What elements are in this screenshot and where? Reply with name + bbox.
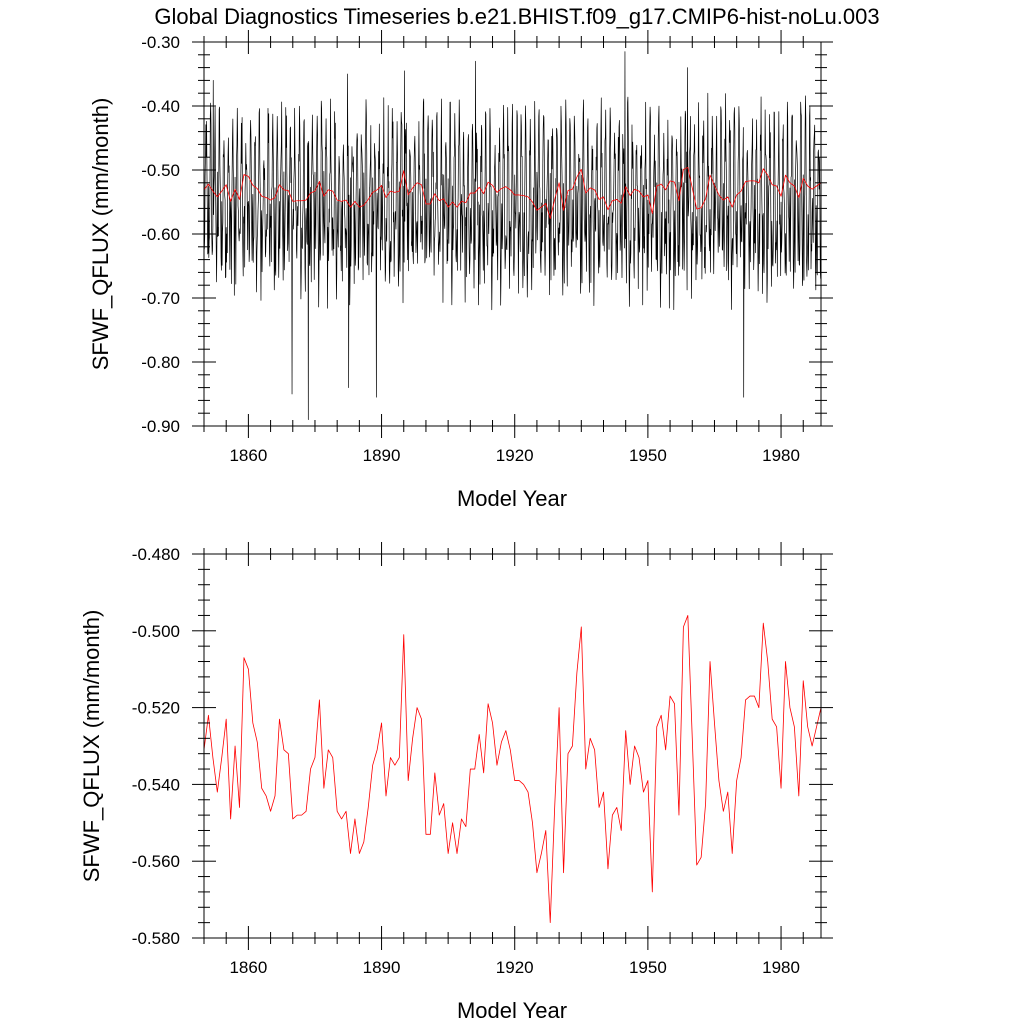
bottom-x-tick-label: 1860 — [229, 958, 267, 977]
bottom-x-tick-label: 1920 — [496, 958, 534, 977]
top-x-tick-label: 1980 — [762, 446, 800, 465]
top-y-axis-title: SFWF_QFLUX (mm/month) — [88, 98, 113, 371]
top-y-tick-label: -0.30 — [141, 33, 180, 52]
top-series-annual-line — [204, 167, 821, 220]
top-panel: 1860 1890 1920 1950 1980 -0.30 -0.40 -0.50 -0.60… — [88, 30, 833, 511]
top-y-tick-label: -0.50 — [141, 161, 180, 180]
top-series-monthly-line — [204, 51, 821, 420]
bottom-plot-area — [204, 615, 821, 924]
top-plot-area — [204, 51, 821, 420]
top-y-tick-label: -0.60 — [141, 225, 180, 244]
bottom-y-tick-label: -0.480 — [132, 545, 180, 564]
bottom-series-annual-line — [204, 615, 821, 924]
top-x-tick-label: 1890 — [363, 446, 401, 465]
bottom-ticks: 1860 1890 1920 1950 1980 -0.480 -0.500 -0.520 -0… — [132, 542, 833, 977]
figure-title: Global Diagnostics Timeseries b.e21.BHIS… — [154, 4, 879, 29]
top-y-tick-label: -0.80 — [141, 353, 180, 372]
bottom-y-tick-label: -0.560 — [132, 852, 180, 871]
bottom-x-axis-title: Model Year — [457, 998, 567, 1023]
bottom-panel: 1860 1890 1920 1950 1980 -0.480 -0.500 -0.520 -0… — [79, 542, 833, 1023]
bottom-y-axis-title: SFWF_QFLUX (mm/month) — [79, 610, 104, 883]
bottom-x-tick-label: 1890 — [363, 958, 401, 977]
top-y-tick-label: -0.40 — [141, 97, 180, 116]
top-x-axis-title: Model Year — [457, 486, 567, 511]
top-x-tick-label: 1950 — [629, 446, 667, 465]
bottom-y-tick-label: -0.580 — [132, 929, 180, 948]
top-x-tick-label: 1920 — [496, 446, 534, 465]
bottom-axes-frame — [203, 553, 822, 939]
bottom-x-tick-label: 1950 — [629, 958, 667, 977]
top-y-tick-label: -0.70 — [141, 289, 180, 308]
bottom-y-tick-label: -0.520 — [132, 699, 180, 718]
top-y-tick-label: -0.90 — [141, 417, 180, 436]
bottom-y-tick-label: -0.540 — [132, 775, 180, 794]
bottom-x-tick-label: 1980 — [762, 958, 800, 977]
bottom-y-tick-label: -0.500 — [132, 622, 180, 641]
top-ticks: 1860 1890 1920 1950 1980 -0.30 -0.40 -0.50 -0.60… — [141, 30, 833, 465]
top-x-tick-label: 1860 — [229, 446, 267, 465]
